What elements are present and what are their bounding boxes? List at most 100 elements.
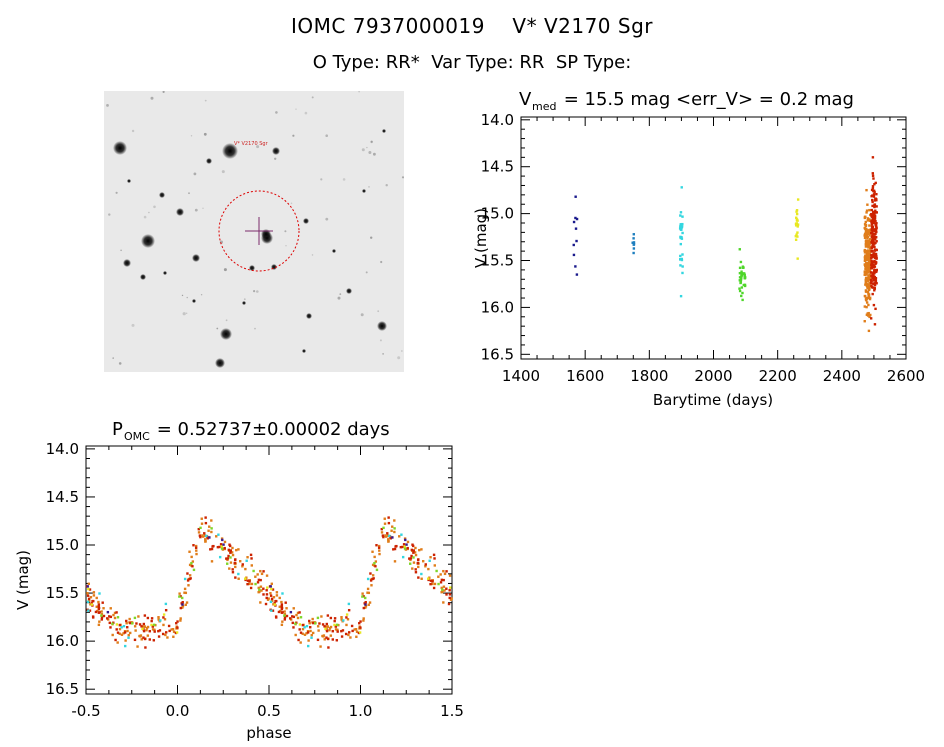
phased-curve-point [326,637,330,641]
y-tick-label: 16.0 [46,632,79,650]
phased-curve-point [307,639,310,642]
phased-curve-point [229,551,232,554]
phased-curve-point [234,565,237,569]
phased-curve-point [357,631,361,635]
phased-curve-point [188,550,191,553]
phased-curve-point [199,526,202,530]
phased-curve-point [345,613,349,616]
light-curve-point [680,258,684,262]
phased-curve-point [366,591,369,594]
y-tick-label: 15.0 [46,536,79,554]
light-curve-point [864,229,868,232]
phased-curve-point [235,548,238,552]
light-curve-point [866,236,869,240]
phased-curve-point [281,611,284,614]
iomc-id: IOMC 7937000019 [291,14,485,38]
finder-faint-star [120,249,122,252]
phased-curve-point [249,586,253,590]
light-curve-point [678,227,682,230]
phased-curve-point [440,578,444,582]
light-curve-point [795,210,798,213]
light-curve-point [873,248,877,251]
phased-curve-point [248,580,251,583]
light-curve-point [864,245,868,248]
phased-curve-point [442,569,445,573]
phased-curve-point [283,613,287,616]
phased-curve-points [85,516,453,649]
phased-curve-point [393,547,397,551]
phased-curve-point [86,594,90,597]
phased-curve-point [292,607,295,610]
light-curve-point [867,288,871,292]
light-curve-point [872,278,875,282]
phased-curve-point [210,560,214,563]
phased-curve-point [96,609,99,613]
phased-curve-point [237,572,240,576]
phased-curve-point [145,626,149,630]
phased-curve-point [257,586,260,590]
phased-curve-point [374,560,378,563]
phased-curve-point [144,646,147,649]
light-curve-point [871,234,874,237]
phased-curve-point [258,588,261,591]
phased-curve-point [114,638,117,642]
light-curve-point [575,217,579,221]
object-type: O Type: RR* [312,52,420,73]
light-curve-point [873,216,877,219]
light-curve-point [870,219,874,222]
light-curve-point [871,255,874,258]
light-curve-point [870,284,873,287]
light-curve-point [865,301,869,304]
finder-faint-star [200,294,203,296]
phased-curve-point [443,572,447,576]
phased-curve-point [442,578,445,582]
light-curve-point [868,269,872,273]
phased-curve-point [295,613,298,617]
light-curve-point [681,271,684,275]
phased-curve-point [424,565,427,568]
phased-curve-point [229,556,232,559]
light-curve-point [863,234,866,237]
phased-curve-point [350,624,354,628]
phased-curve-point [206,537,209,540]
variability-type: Var Type: RR [431,52,545,73]
x-tick-label: 1.5 [440,702,464,720]
phased-curve-point [420,548,423,551]
light-curve-axes: 1400 1600 1800 2000 2200 2400 2600 14.0 14.5 15.0… [481,111,926,385]
phased-curve-point [437,575,440,578]
light-curve-point [869,281,873,284]
finder-faint-star [292,134,295,137]
phased-curve-point [301,632,304,635]
phased-curve-point [159,619,162,622]
phased-curve-point [289,610,293,614]
phased-curve-point [94,610,98,614]
light-curve-point [867,283,870,286]
phased-curve-point [323,625,326,628]
finder-faint-star [342,178,346,181]
phased-curve-point [296,616,300,620]
finder-faint-star [337,296,341,300]
light-curve-point [864,290,868,293]
light-curve-point [871,225,874,228]
phased-curve-point [139,634,143,637]
phased-curve-point [162,623,165,627]
phased-curve-point [377,544,381,548]
phased-curve-point [401,545,404,549]
light-curve-point [866,251,869,254]
phased-curve-point [133,638,137,642]
finder-star [362,189,366,193]
phased-curve-point [408,557,411,560]
phased-curve-point [153,628,156,632]
phased-curve-point [270,609,273,612]
phased-curve-point [188,574,192,577]
target-crosshair [245,217,273,245]
light-curve-point [866,249,870,252]
phased-curve-point [128,617,131,621]
phased-curve-title: P OMC = 0.52737±0.00002 days [112,419,390,443]
light-curve-point [867,296,871,299]
phased-curve-point [246,582,249,586]
light-curve-point [870,241,873,244]
phased-curve-point [158,629,162,632]
light-curve-point [679,254,682,258]
phased-curve-point [181,601,184,604]
